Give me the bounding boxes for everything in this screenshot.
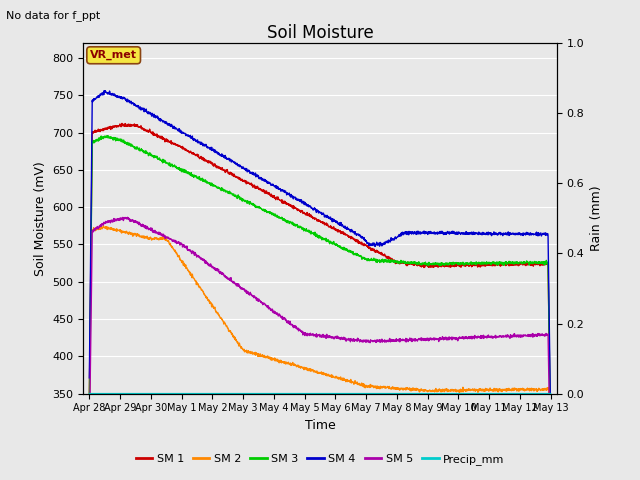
SM 3 [94, 137, 102, 143]
Y-axis label: Rain (mm): Rain (mm) [590, 186, 603, 251]
SM 2 [100, 223, 108, 228]
Precip_mm [403, 391, 411, 396]
SM 2 [294, 363, 302, 369]
SM 4 [404, 229, 412, 235]
SM 3 [104, 133, 112, 139]
SM 1 [404, 261, 412, 267]
SM 4 [101, 88, 109, 94]
X-axis label: Time: Time [305, 419, 335, 432]
SM 5 [404, 337, 412, 343]
SM 5 [517, 333, 525, 339]
Precip_mm [94, 391, 102, 396]
SM 4 [94, 93, 102, 99]
SM 5 [547, 474, 554, 480]
Line: SM 3: SM 3 [90, 136, 550, 438]
SM 2 [404, 385, 412, 391]
SM 3 [404, 259, 412, 265]
SM 5 [322, 335, 330, 341]
SM 5 [94, 225, 102, 230]
SM 2 [86, 426, 93, 432]
SM 1 [94, 128, 102, 134]
SM 2 [517, 386, 525, 392]
Precip_mm [547, 391, 554, 396]
Text: No data for f_ppt: No data for f_ppt [6, 10, 100, 21]
SM 4 [517, 232, 525, 238]
SM 1 [118, 120, 126, 126]
SM 1 [547, 437, 554, 443]
SM 4 [294, 198, 302, 204]
SM 4 [86, 375, 93, 381]
SM 1 [294, 207, 302, 213]
SM 2 [94, 226, 102, 231]
Line: SM 5: SM 5 [90, 217, 550, 477]
Line: SM 1: SM 1 [90, 123, 550, 440]
SM 1 [517, 261, 525, 266]
SM 4 [168, 123, 176, 129]
Precip_mm [168, 391, 176, 396]
SM 1 [168, 140, 176, 145]
Title: Soil Moisture: Soil Moisture [267, 24, 373, 42]
SM 3 [322, 237, 330, 243]
SM 5 [86, 440, 93, 446]
SM 2 [322, 372, 330, 378]
Line: SM 4: SM 4 [90, 91, 550, 424]
Precip_mm [517, 391, 525, 396]
Legend: SM 1, SM 2, SM 3, SM 4, SM 5, Precip_mm: SM 1, SM 2, SM 3, SM 4, SM 5, Precip_mm [131, 450, 509, 469]
SM 3 [517, 259, 525, 264]
SM 1 [86, 390, 93, 396]
Precip_mm [294, 391, 302, 396]
Precip_mm [86, 391, 93, 396]
Text: VR_met: VR_met [90, 50, 137, 60]
SM 5 [294, 325, 302, 331]
SM 3 [86, 396, 93, 402]
Line: SM 2: SM 2 [90, 226, 550, 480]
SM 5 [168, 238, 176, 243]
SM 2 [168, 244, 176, 250]
Y-axis label: Soil Moisture (mV): Soil Moisture (mV) [34, 161, 47, 276]
SM 3 [168, 162, 176, 168]
SM 3 [547, 435, 554, 441]
SM 5 [124, 215, 131, 220]
SM 4 [547, 421, 554, 427]
Precip_mm [321, 391, 329, 396]
SM 1 [322, 221, 330, 227]
SM 4 [322, 213, 330, 219]
SM 3 [294, 224, 302, 229]
